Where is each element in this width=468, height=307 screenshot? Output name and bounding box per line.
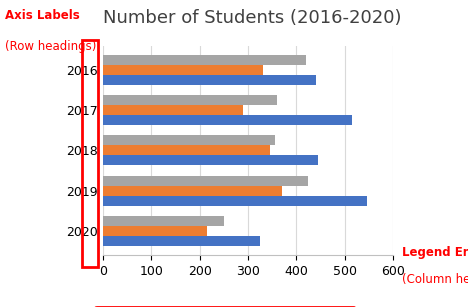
Bar [103, 196, 366, 206]
Bar [103, 75, 316, 85]
Text: (Row headings): (Row headings) [5, 40, 96, 53]
Text: Axis Labels: Axis Labels [5, 9, 80, 22]
Bar [103, 216, 224, 226]
Text: (Column headings): (Column headings) [402, 273, 468, 286]
Bar [103, 146, 270, 155]
Bar [103, 185, 282, 196]
Text: Number of Students (2016-2020): Number of Students (2016-2020) [103, 9, 402, 27]
Bar [103, 155, 318, 165]
Bar [103, 176, 308, 185]
Bar [103, 115, 352, 125]
Text: Legend Entries: Legend Entries [402, 246, 468, 258]
Bar [103, 95, 277, 105]
Bar [103, 65, 263, 75]
Bar [103, 226, 207, 236]
Bar [103, 55, 306, 65]
Bar [103, 105, 243, 115]
Bar [103, 236, 260, 246]
Bar [103, 135, 275, 146]
